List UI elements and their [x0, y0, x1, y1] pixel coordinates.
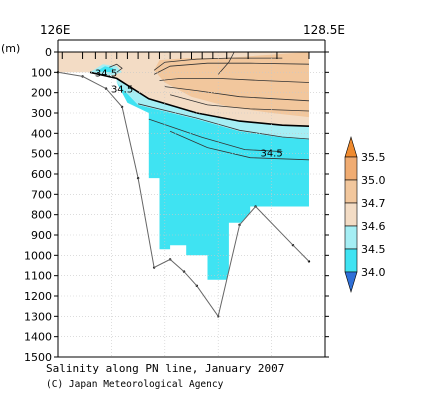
contour-line — [138, 103, 310, 140]
fill-pocket-shelf-core — [96, 66, 114, 73]
y-tick-label: 900 — [31, 229, 52, 242]
y-tick-label: 500 — [31, 148, 52, 161]
contour-line — [153, 62, 310, 75]
grid-layer — [58, 52, 325, 357]
y-tick-label: 1000 — [24, 249, 52, 262]
colorbar: 35.5 35.0 34.7 34.6 34.5 34.0 — [344, 135, 386, 294]
colorbar-level-label: 35.0 — [361, 174, 386, 187]
x-axis-right-label: 128.5E — [303, 23, 345, 37]
no-data-right-mask — [308, 52, 325, 357]
colorbar-segment — [344, 248, 358, 273]
y-axis: 0 100 200 300 400 500 600 700 800 900 1000 1100 1200… — [24, 46, 329, 364]
colorbar-level-label: 35.5 — [361, 151, 386, 164]
station-ticks — [57, 39, 326, 59]
fill-region-34.7-35.0 — [154, 52, 309, 118]
chart-title: Salinity along PN line, January 2007 — [46, 362, 284, 375]
colorbar-level-label: 34.6 — [361, 220, 386, 233]
y-tick-label: 1100 — [24, 270, 52, 283]
contour-line — [169, 130, 310, 161]
contour-line — [148, 118, 283, 152]
fill-region-34.5-34.6 — [116, 78, 309, 140]
contour-line — [159, 78, 310, 83]
y-tick-label: 400 — [31, 127, 52, 140]
colorbar-min-arrow — [344, 271, 358, 294]
colorbar-segment — [344, 156, 358, 181]
colorbar-segment — [344, 202, 358, 227]
contour-line — [169, 94, 310, 112]
y-tick-label: 100 — [31, 66, 52, 79]
contour-line — [153, 57, 283, 71]
y-tick-label: 1200 — [24, 290, 52, 303]
colorbar-segment — [344, 179, 358, 204]
colorbar-segment — [344, 225, 358, 250]
contour-label-layer: 34.5 34.5 34.5 — [95, 68, 283, 160]
below-bottom-mask — [58, 72, 325, 358]
contour-label: 34.5 — [111, 85, 133, 96]
y-tick-label: 200 — [31, 87, 52, 100]
contour-line — [109, 63, 123, 73]
colorbar-max-arrow — [344, 135, 358, 158]
y-tick-label: 1400 — [24, 331, 52, 344]
y-tick-label: 1300 — [24, 310, 52, 323]
colorbar-level-label: 34.7 — [361, 197, 386, 210]
y-tick-label: 800 — [31, 209, 52, 222]
fill-region-34.0-34.5 — [116, 82, 309, 280]
y-tick-label: 0 — [45, 46, 52, 59]
salinity-fill-layer — [56, 52, 325, 358]
colorbar-level-label: 34.5 — [361, 243, 386, 256]
contour-line — [164, 86, 310, 102]
x-axis-left-label: 126E — [40, 23, 71, 37]
colorbar-level-label: 34.0 — [361, 266, 386, 279]
chart-credit: (C) Japan Meteorological Agency — [46, 379, 224, 390]
y-tick-label: 300 — [31, 107, 52, 120]
contour-line — [217, 51, 235, 75]
contour-label: 34.5 — [260, 149, 282, 160]
y-axis-unit-label: (m) — [1, 42, 20, 55]
y-tick-label: 700 — [31, 188, 52, 201]
y-tick-label: 1500 — [24, 351, 52, 364]
bottom-topography-line — [57, 71, 310, 318]
contour-label: 34.5 — [95, 68, 117, 79]
y-tick-label: 600 — [31, 168, 52, 181]
